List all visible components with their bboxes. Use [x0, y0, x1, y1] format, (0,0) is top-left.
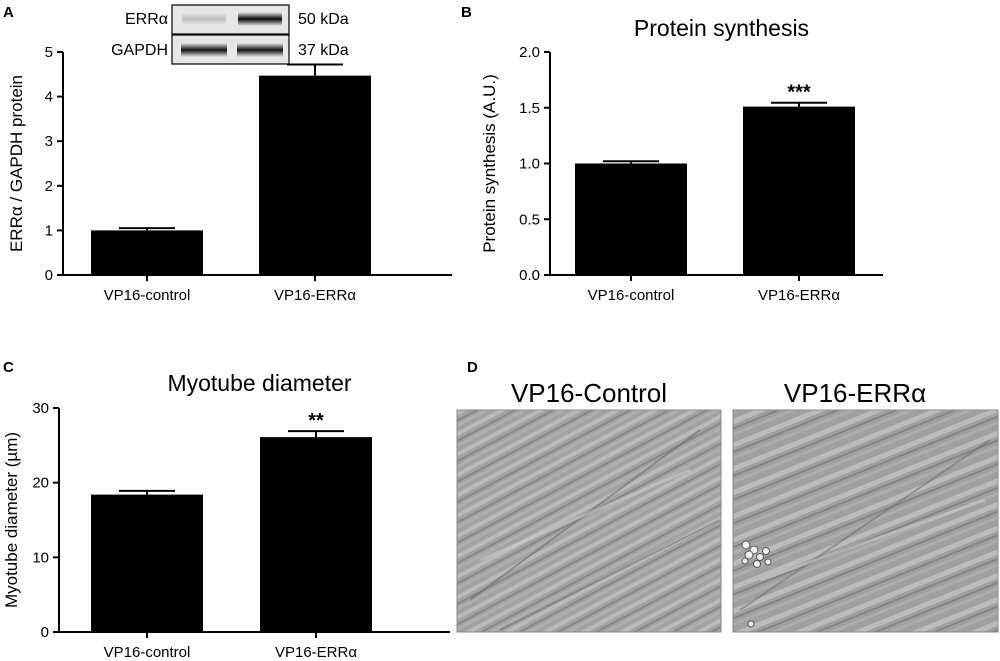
y-axis-title: Protein synthesis (A.U.) [480, 74, 499, 253]
panel-a: A ERRα 50 kDa GAPDH 37 kDa 0 1 2 3 4 5 ERRα / … [3, 4, 452, 304]
x-tick-label: VP16-ERRα [758, 287, 840, 304]
y-axis-title: Myotube diameter (µm) [2, 432, 21, 608]
y-tick-label: 1 [45, 222, 53, 239]
y-tick-label: 3 [45, 133, 53, 150]
micrograph-errα [732, 409, 999, 633]
x-tick-label: VP16-control [104, 287, 191, 304]
y-tick-label: 2.0 [519, 44, 540, 61]
chart-title: Myotube diameter [167, 370, 351, 396]
chart-a: 0 1 2 3 4 5 ERRα / GAPDH protein VP16-control VP… [7, 44, 452, 304]
panel-c-letter: C [3, 359, 14, 376]
y-tick-label: 0 [45, 267, 53, 284]
panel-a-letter: A [3, 4, 14, 21]
bar [743, 106, 855, 275]
bar [260, 437, 372, 632]
significance-marker: ** [308, 410, 324, 432]
micrograph-control [456, 409, 722, 633]
panel-d: D VP16-Control VP16-ERRα [456, 359, 999, 633]
y-tick-label: 0 [41, 624, 49, 641]
significance-marker: *** [787, 82, 811, 104]
chart-b: Protein synthesis 0.0 0.5 1.0 1.5 2.0 Protein … [480, 15, 883, 304]
blot-band [181, 43, 227, 57]
x-tick-label: VP16-ERRα [275, 644, 357, 661]
x-tick-label: VP16-control [588, 287, 675, 304]
panel-d-letter: D [467, 359, 478, 376]
blot-band [237, 43, 283, 57]
y-tick-label: 2 [45, 178, 53, 195]
blot-errα-size: 50 kDa [298, 11, 349, 28]
bar [91, 230, 203, 275]
bar [575, 163, 687, 275]
bar [259, 75, 371, 275]
y-tick-label: 4 [45, 89, 53, 106]
image-title-control: VP16-Control [511, 378, 667, 408]
panel-b-letter: B [461, 4, 472, 21]
y-tick-label: 20 [32, 475, 49, 492]
image-title-errα: VP16-ERRα [784, 378, 926, 408]
cell-cluster [741, 540, 772, 628]
bar [91, 494, 203, 632]
chart-title: Protein synthesis [634, 15, 809, 41]
y-tick-label: 0.5 [519, 211, 540, 228]
blot-gapdh-size: 37 kDa [298, 42, 349, 59]
panel-b: B Protein synthesis0.00.51.01.52.0Protei… [461, 4, 883, 304]
y-tick-label: 10 [32, 549, 49, 566]
blot-band [238, 12, 282, 26]
western-blot: ERRα 50 kDa GAPDH 37 kDa [111, 4, 349, 65]
y-tick-label: 5 [45, 44, 53, 61]
chart-c: Myotube diameter 0 10 20 30 Myotube diameter … [2, 370, 450, 661]
y-tick-label: 30 [32, 400, 49, 417]
y-axis-title: ERRα / GAPDH protein [7, 75, 26, 252]
x-tick-label: VP16-ERRα [274, 287, 356, 304]
blot-band [182, 13, 226, 25]
blot-errα-label: ERRα [125, 11, 168, 28]
y-tick-label: 0.0 [519, 267, 540, 284]
y-tick-label: 1.5 [519, 100, 540, 117]
x-tick-label: VP16-control [104, 644, 191, 661]
blot-gapdh-label: GAPDH [111, 42, 168, 59]
y-tick-label: 1.0 [519, 156, 540, 173]
